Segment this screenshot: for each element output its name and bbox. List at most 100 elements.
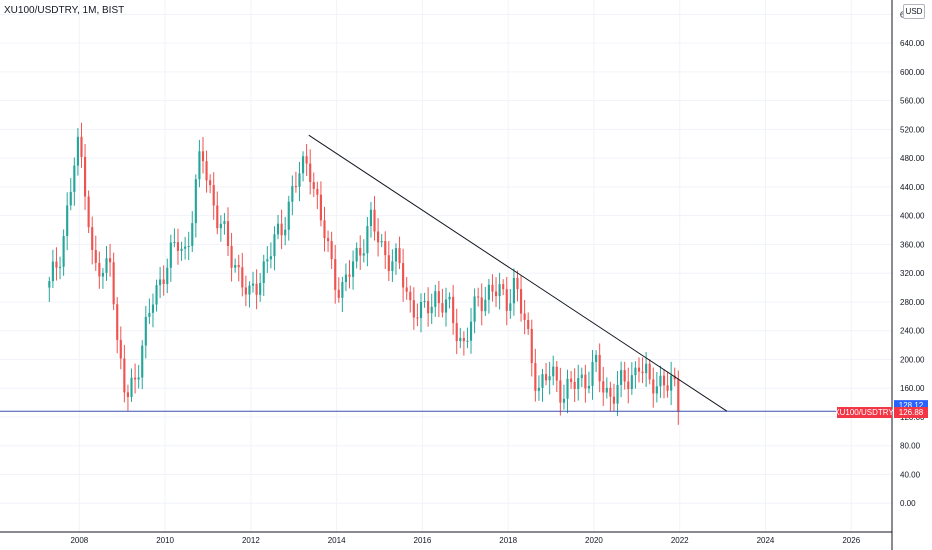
chart-grid [0,0,892,532]
candle-body [194,179,197,224]
candle-body [666,385,669,391]
candle-body [348,274,351,277]
candle-body [73,165,76,192]
candle-body [155,285,158,305]
candle-body [562,398,566,403]
candle-body [487,284,490,300]
candle-body [537,387,540,391]
y-tick-label: 520.00 [900,125,925,134]
candle-body [352,261,355,277]
candle-body [119,339,122,359]
candle-body [648,363,651,380]
candle-body [462,337,465,342]
candle-body [359,247,362,256]
candle-body [69,191,72,206]
candle-body [634,367,637,376]
candle-body [405,287,408,292]
candle-body [280,223,283,236]
x-tick-label: 2020 [585,536,603,545]
candle-body [437,291,440,304]
candle-body [627,381,630,390]
candle-body [555,366,558,381]
candle-body [137,377,140,380]
drawing-layer [0,134,892,412]
candle-body [398,248,401,264]
candle-body [234,265,237,268]
candle-body [134,377,137,380]
candle-body [323,220,326,239]
candle-body [262,261,265,284]
candle-body [362,253,365,256]
currency-badge[interactable]: USD [903,4,925,19]
candle-body [269,256,272,260]
x-tick-label: 2010 [156,536,174,545]
candle-body [662,375,666,386]
x-tick-label: 2014 [328,536,346,545]
candle-body [184,246,187,249]
candle-body [394,248,398,262]
candle-body [377,231,380,243]
candle-body [209,180,212,186]
candle-body [116,304,119,340]
candle-body [344,274,348,283]
candle-body [101,272,104,277]
candle-body [284,229,287,236]
candle-body [326,238,330,242]
candle-body [80,136,83,157]
candle-body [201,151,205,162]
candle-body [380,241,383,243]
candle-body [309,163,312,183]
candle-body [373,209,376,232]
price-tags: 128.12 XU100/USDTRY 126.88 [834,400,928,419]
y-tick-label: 600.00 [900,68,925,77]
candle-body [602,381,605,393]
y-tick-label: 400.00 [900,212,925,221]
candle-body [430,306,433,314]
candle-body [670,375,673,391]
candle-body [527,319,530,329]
candle-body [141,345,144,378]
candle-body [645,363,648,374]
candlestick-series [48,122,680,425]
candle-body [548,376,551,381]
candle-body [169,242,172,268]
candle-body [294,186,297,188]
candle-body [416,317,419,319]
candle-body [212,185,215,206]
y-tick-label: 320.00 [900,269,925,278]
candle-body [523,313,526,320]
candle-body [287,201,290,230]
candle-body [559,380,562,403]
candle-body [423,301,426,303]
candle-body [498,284,501,297]
candle-body [226,221,230,247]
candle-body [427,301,430,314]
candle-body [444,299,448,313]
candle-body [276,223,280,235]
candle-body [98,262,101,277]
candle-body [512,277,515,304]
x-tick-label: 2016 [414,536,432,545]
candle-body [126,392,130,398]
y-tick-label: 480.00 [900,154,925,163]
candle-body [480,297,483,312]
candle-body [469,321,473,341]
candle-body [176,242,180,251]
candle-body [244,287,247,295]
candle-body [541,374,544,388]
candle-body [655,386,658,394]
candle-body [123,358,126,393]
candle-body [566,378,569,399]
last-price-value: 128.12 [899,401,924,410]
symbol-title: XU100/USDTRY, 1M, BIST [4,5,125,16]
candle-body [409,291,412,301]
x-tick-label: 2022 [671,536,689,545]
candle-body [251,283,255,286]
candle-body [94,250,97,263]
candle-body [659,375,662,387]
candle-body [630,375,633,390]
candle-body [273,234,276,257]
candle-body [455,323,458,342]
candle-body [55,261,58,268]
